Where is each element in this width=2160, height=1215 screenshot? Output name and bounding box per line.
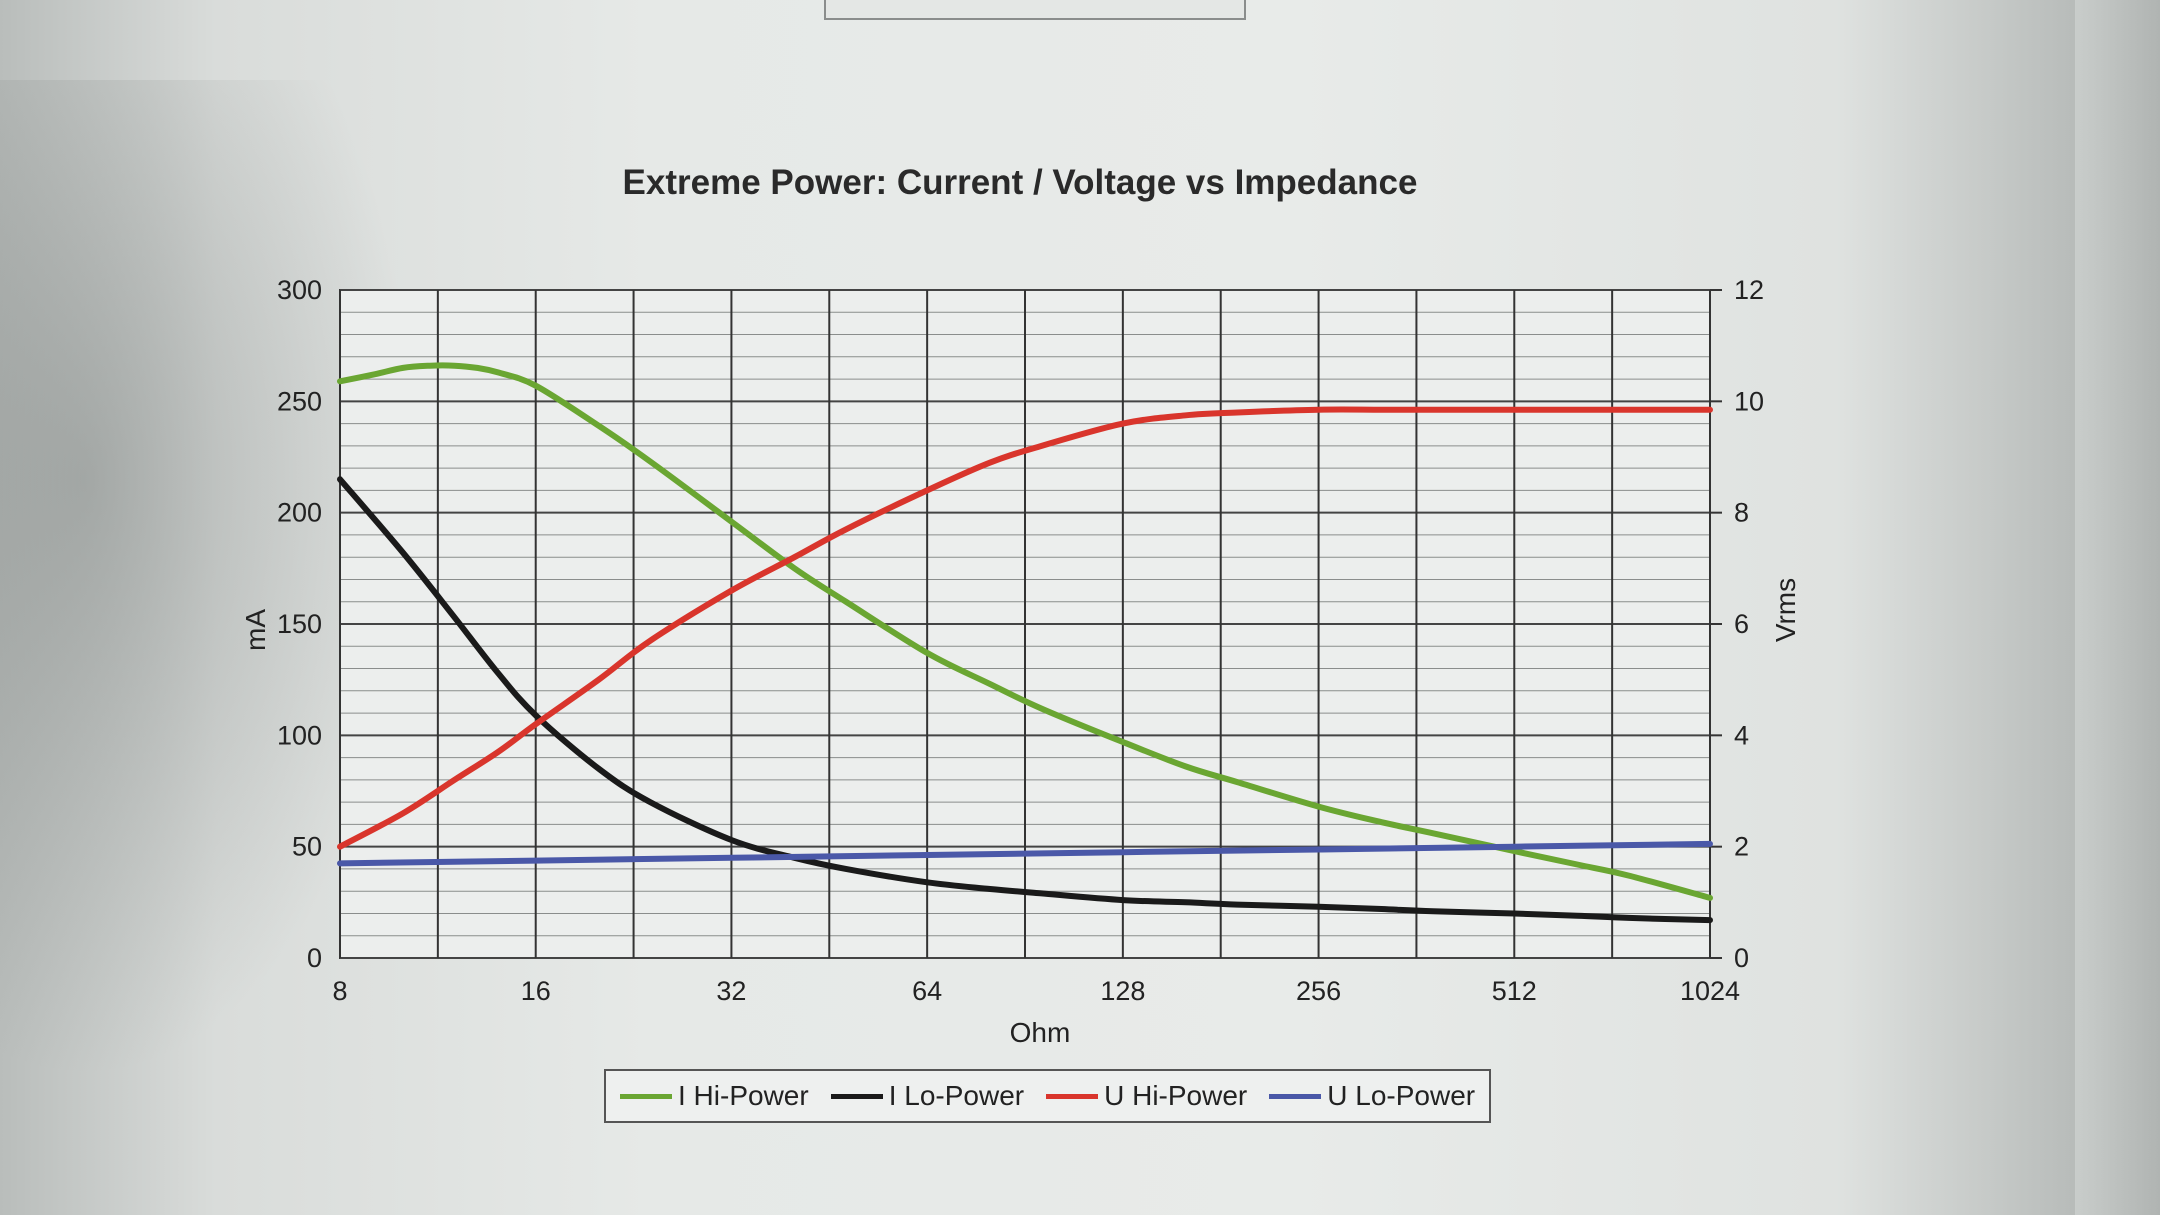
y-tick-label: 200 [277,498,322,528]
y-tick-label: 0 [307,943,322,973]
series-lines [337,362,1713,924]
y2-tick-label: 4 [1734,720,1749,750]
legend-label: I Hi-Power [678,1080,809,1111]
y2-axis-label: Vrms [1770,578,1801,642]
x-tick-label: 64 [912,976,942,1006]
previous-chart-legend-fragment [824,0,1246,20]
series-line-i-lo-power [337,476,1713,924]
sheet-edge [2075,0,2160,1215]
legend-item-i-hi-power: I Hi-Power [620,1080,809,1112]
y2-tick-label: 10 [1734,386,1764,416]
series-line-u-hi-power [337,406,1713,850]
legend-swatch [1269,1093,1322,1099]
legend-label: U Hi-Power [1104,1080,1248,1111]
y2-tick-label: 0 [1734,943,1749,973]
legend-label: I Lo-Power [888,1080,1025,1111]
series-line-u-lo-power [337,840,1713,867]
x-tick-label: 32 [716,976,746,1006]
x-axis-label: Ohm [1010,1017,1071,1048]
y2-tick-label: 12 [1734,275,1764,305]
x-tick-label: 8 [332,976,347,1006]
legend-swatch [1046,1093,1099,1099]
legend-swatch [830,1093,883,1099]
tick-labels: 8 16 32 64 128 256 512 102405010015020025030002… [277,275,1764,1006]
series-line-i-hi-power [337,362,1713,901]
x-tick-label: 16 [521,976,551,1006]
legend-item-i-lo-power: I Lo-Power [830,1080,1025,1112]
x-tick-label: 512 [1492,976,1537,1006]
chart-title: Extreme Power: Current / Voltage vs Impe… [622,163,1418,202]
legend-item-u-hi-power: U Hi-Power [1046,1080,1247,1112]
y2-tick-label: 6 [1734,609,1749,639]
x-tick-label: 256 [1296,976,1341,1006]
y-tick-label: 100 [277,720,322,750]
y-tick-label: 50 [292,832,322,862]
legend-swatch [620,1093,672,1099]
y2-tick-label: 8 [1734,498,1749,528]
y-axis-label: mA [240,609,271,651]
y-tick-label: 300 [277,275,322,305]
legend-item-u-lo-power: U Lo-Power [1269,1080,1475,1112]
y2-tick-label: 2 [1734,832,1749,862]
x-tick-label: 1024 [1680,976,1740,1006]
y-tick-label: 250 [277,386,322,416]
y-tick-label: 150 [277,609,322,639]
legend: I Hi-Power I Lo-Power U Hi-Power U Lo-Power [604,1069,1492,1123]
x-tick-label: 128 [1100,976,1145,1006]
legend-label: U Lo-Power [1327,1080,1476,1111]
